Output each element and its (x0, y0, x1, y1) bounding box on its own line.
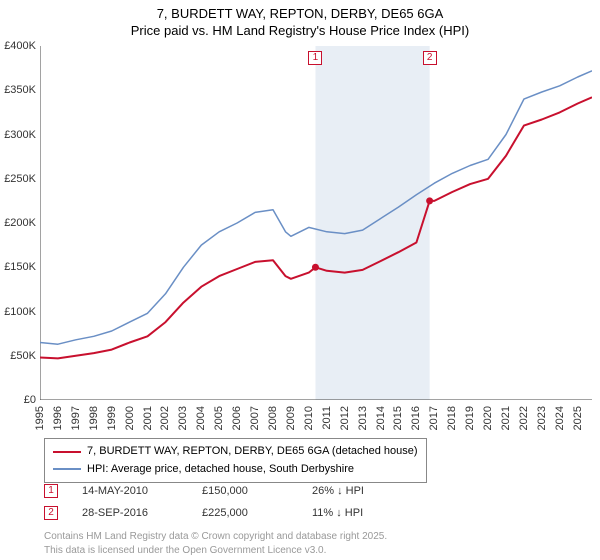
x-tick-label: 2022 (519, 406, 530, 430)
x-tick-label: 1999 (107, 406, 118, 430)
chart-event-marker: 2 (423, 51, 437, 65)
event-price: £150,000 (202, 485, 312, 497)
legend-item: HPI: Average price, detached house, Sout… (53, 461, 418, 479)
chart-plot-area (40, 46, 592, 400)
event-diff: 11% ↓ HPI (312, 507, 363, 519)
y-tick-label: £200K (0, 218, 36, 229)
event-marker: 2 (44, 506, 58, 520)
x-tick-label: 2004 (196, 406, 207, 430)
chart-title-line1: 7, BURDETT WAY, REPTON, DERBY, DE65 6GA (0, 6, 600, 21)
footer-line1: Contains HM Land Registry data © Crown c… (44, 530, 387, 544)
y-tick-label: £350K (0, 85, 36, 96)
legend-swatch (53, 468, 81, 470)
x-tick-label: 2010 (304, 406, 315, 430)
x-tick-label: 2014 (376, 406, 387, 430)
x-tick-label: 2001 (143, 406, 154, 430)
x-tick-label: 2016 (411, 406, 422, 430)
x-tick-label: 2024 (555, 406, 566, 430)
event-diff: 26% ↓ HPI (312, 485, 364, 497)
y-tick-label: £0 (0, 395, 36, 406)
x-tick-label: 2011 (322, 406, 333, 430)
x-tick-label: 2017 (429, 406, 440, 430)
x-tick-label: 2009 (286, 406, 297, 430)
x-tick-label: 2006 (232, 406, 243, 430)
y-tick-label: £250K (0, 174, 36, 185)
x-tick-label: 2025 (573, 406, 584, 430)
y-tick-label: £50K (0, 351, 36, 362)
sale-event-row: 2 28-SEP-2016 £225,000 11% ↓ HPI (44, 506, 363, 520)
x-tick-label: 2003 (178, 406, 189, 430)
chart-title-line2: Price paid vs. HM Land Registry's House … (0, 23, 600, 38)
event-date: 28-SEP-2016 (82, 507, 202, 519)
x-tick-label: 2007 (250, 406, 261, 430)
x-tick-label: 2000 (125, 406, 136, 430)
x-tick-label: 1997 (71, 406, 82, 430)
event-price: £225,000 (202, 507, 312, 519)
y-tick-label: £100K (0, 307, 36, 318)
x-tick-label: 2015 (393, 406, 404, 430)
y-tick-label: £400K (0, 41, 36, 52)
footer-attribution: Contains HM Land Registry data © Crown c… (44, 530, 387, 557)
event-marker: 1 (44, 484, 58, 498)
x-tick-label: 2021 (501, 406, 512, 430)
footer-line2: This data is licensed under the Open Gov… (44, 544, 387, 558)
legend-item: 7, BURDETT WAY, REPTON, DERBY, DE65 6GA … (53, 443, 418, 461)
x-tick-label: 2023 (537, 406, 548, 430)
event-date: 14-MAY-2010 (82, 485, 202, 497)
x-tick-label: 2020 (483, 406, 494, 430)
x-tick-label: 2002 (160, 406, 171, 430)
y-tick-label: £300K (0, 130, 36, 141)
legend-label: HPI: Average price, detached house, Sout… (87, 461, 354, 479)
x-tick-label: 2008 (268, 406, 279, 430)
chart-svg (40, 46, 592, 400)
x-tick-label: 1998 (89, 406, 100, 430)
x-tick-label: 2018 (447, 406, 458, 430)
x-tick-label: 1996 (53, 406, 64, 430)
event-marker-number: 1 (48, 485, 54, 496)
legend-label: 7, BURDETT WAY, REPTON, DERBY, DE65 6GA … (87, 443, 418, 461)
legend-swatch (53, 451, 81, 453)
event-marker-number: 2 (48, 507, 54, 518)
sale-event-row: 1 14-MAY-2010 £150,000 26% ↓ HPI (44, 484, 364, 498)
x-tick-label: 2005 (214, 406, 225, 430)
legend: 7, BURDETT WAY, REPTON, DERBY, DE65 6GA … (44, 438, 427, 483)
x-tick-label: 2012 (340, 406, 351, 430)
chart-event-marker: 1 (308, 51, 322, 65)
x-tick-label: 2019 (465, 406, 476, 430)
y-tick-label: £150K (0, 262, 36, 273)
x-tick-label: 2013 (358, 406, 369, 430)
x-tick-label: 1995 (35, 406, 46, 430)
